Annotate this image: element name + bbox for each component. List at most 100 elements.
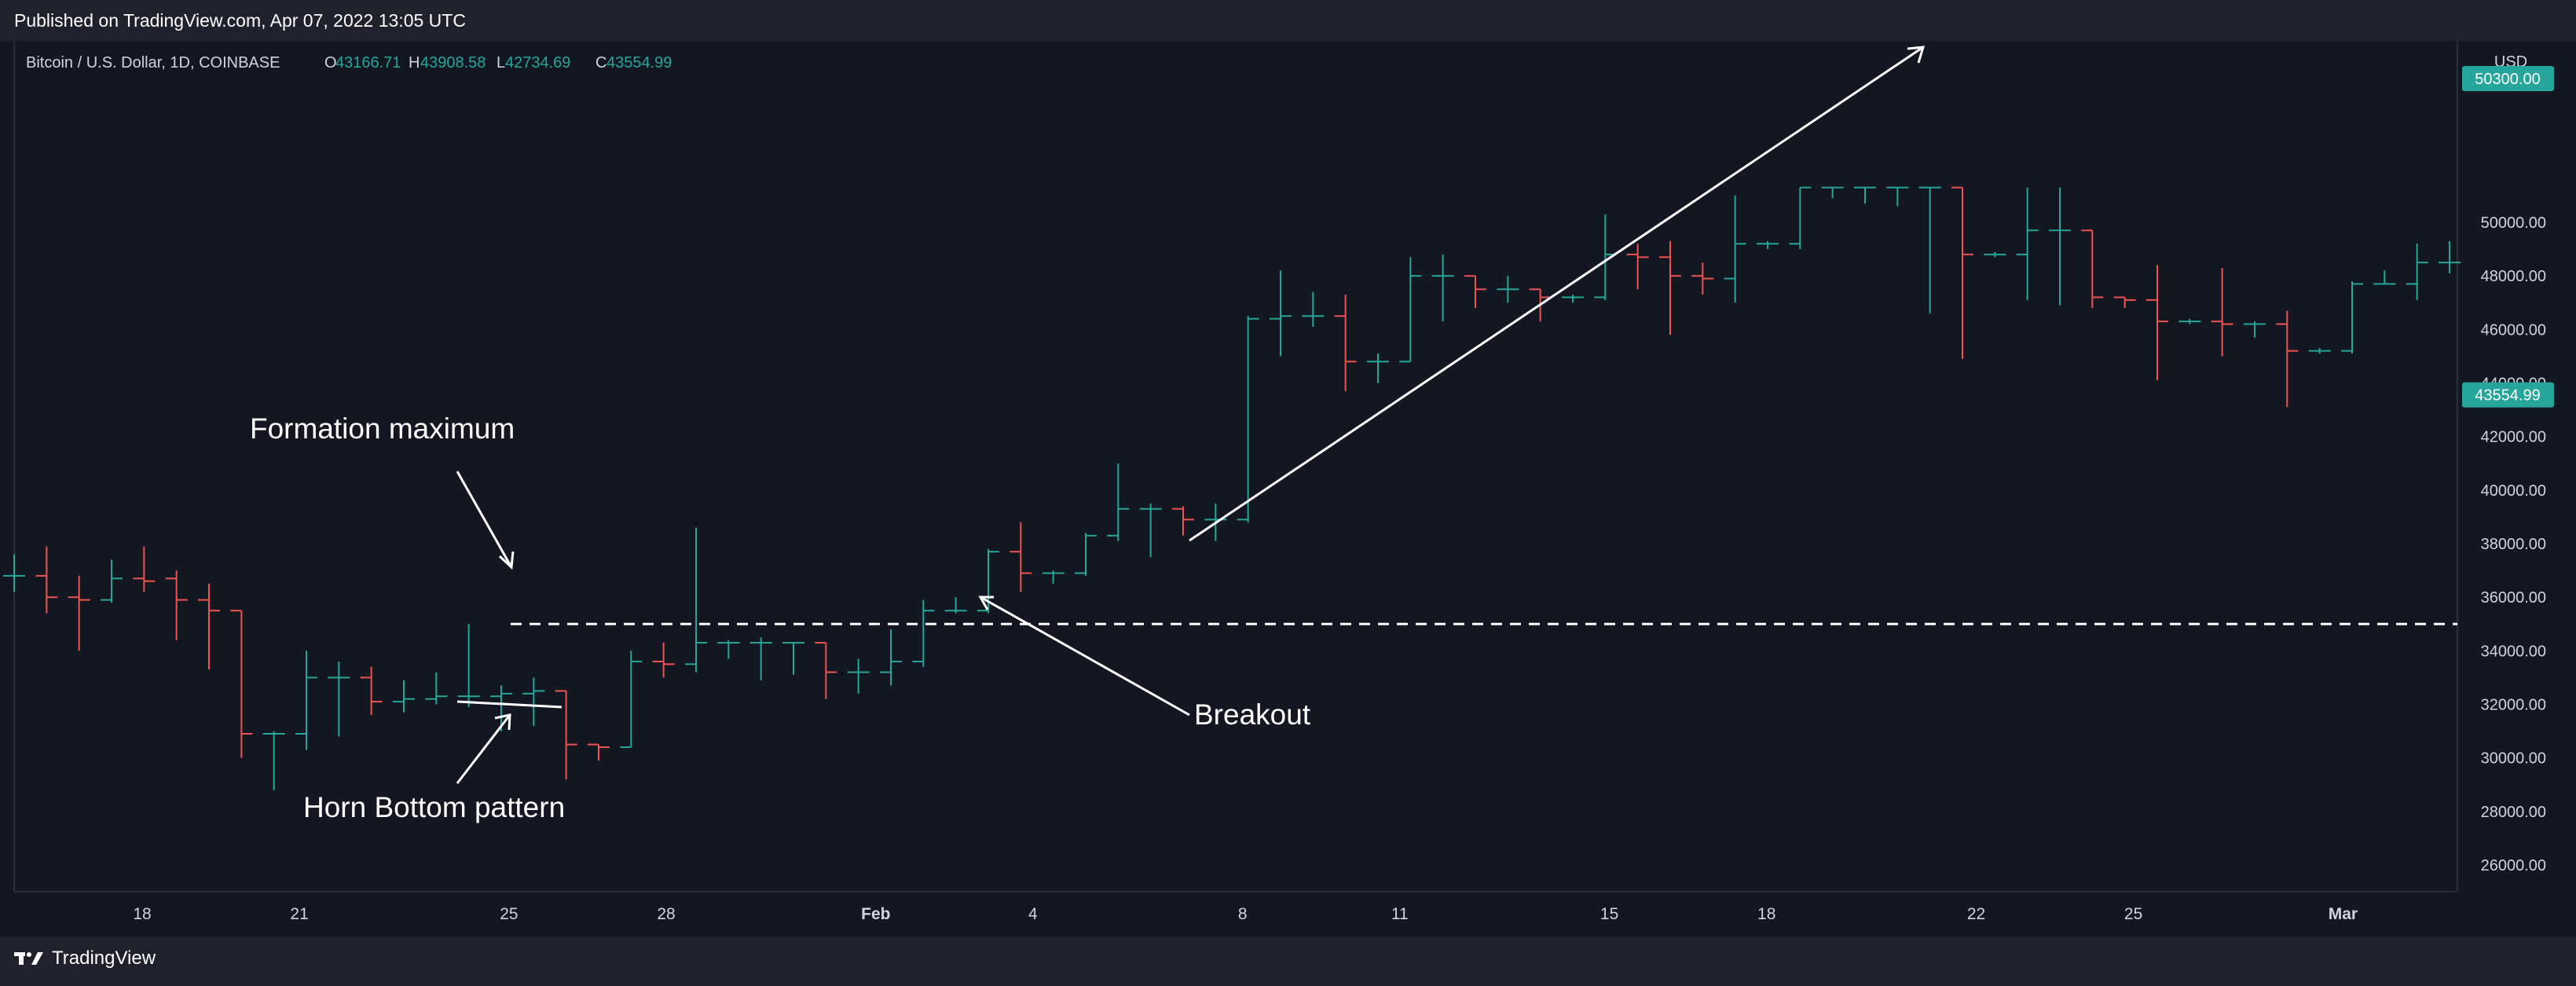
time-tick-label: 15: [1600, 905, 1618, 923]
time-tick-label: Feb: [861, 905, 890, 923]
ohlc-bar: [1139, 503, 1162, 558]
ohlc-bar: [2081, 229, 2104, 309]
formation-arrow: [456, 471, 515, 570]
ohlc-bar: [295, 651, 317, 750]
ohlc-bar: [2049, 187, 2071, 306]
scale-badge-value: 50300.00: [2475, 71, 2540, 88]
ohlc-bar: [1918, 186, 1941, 313]
ohlc-bar: [1691, 262, 1714, 295]
time-tick-label: 8: [1238, 905, 1248, 923]
time-axis[interactable]: 18 21 25 28 Feb 4 8 11 15 18 22 25 Mar: [13, 41, 2457, 923]
ohlc-bar: [1854, 186, 1876, 204]
price-tick-label: 28000.00: [2481, 804, 2546, 821]
ohlc-bar: [555, 690, 577, 779]
price-tick-label: 34000.00: [2481, 643, 2546, 660]
price-tick-label: 32000.00: [2481, 697, 2546, 714]
ohlc-bar: [782, 642, 804, 676]
ohlc-bar: [1951, 186, 1973, 359]
ohlc-bar: [1075, 533, 1097, 576]
ohlc-bar: [880, 629, 902, 686]
ohlc-bar: [2373, 270, 2396, 285]
ohlc-bar: [1626, 244, 1649, 290]
ohlc-bar: [685, 527, 707, 673]
ohlc-bar: [2308, 348, 2331, 354]
ohlc-bar: [2016, 187, 2039, 300]
ohlc-bar: [1334, 295, 1357, 391]
price-tick-label: 36000.00: [2481, 589, 2546, 607]
ohlc-bar: [198, 584, 220, 670]
ohlc-bars: [3, 186, 2461, 790]
time-tick-label: 21: [290, 905, 308, 923]
legend-ohlc: Bitcoin / U.S. Dollar, 1D, COINBASE O 43…: [26, 54, 672, 71]
ohlc-bar: [1172, 506, 1194, 536]
ohlc-open-label: O: [324, 54, 337, 71]
ohlc-bar: [1984, 251, 2006, 258]
ohlc-bar: [1789, 186, 1812, 250]
ohlc-bar: [749, 637, 772, 680]
ohlc-bar: [2244, 321, 2266, 338]
brand-name: TradingView: [52, 948, 156, 969]
ohlc-bar: [1270, 270, 1292, 357]
price-tick-label: 46000.00: [2481, 321, 2546, 339]
price-tick-label: 30000.00: [2481, 750, 2546, 768]
ohlc-bar: [1107, 463, 1130, 541]
ohlc-bar: [262, 731, 285, 790]
ohlc-bar: [3, 554, 25, 592]
ohlc-close: 43554.99: [606, 54, 672, 71]
bottom-bar: [0, 937, 2576, 986]
ohlc-open: 43166.71: [335, 54, 401, 71]
ohlc-bar: [1724, 195, 1746, 303]
ohlc-bar: [1464, 275, 1486, 309]
ohlc-bar: [620, 651, 643, 749]
ohlc-bar: [652, 643, 675, 678]
time-tick-label: 11: [1391, 905, 1409, 923]
ohlc-bar: [1431, 254, 1454, 322]
ohlc-bar: [457, 624, 480, 707]
formation-maximum-label: Formation maximum: [250, 412, 515, 445]
ohlc-low: 42734.69: [505, 54, 570, 71]
ohlc-bar: [2211, 267, 2233, 357]
time-tick-label: Mar: [2329, 905, 2358, 923]
ohlc-low-label: L: [497, 54, 505, 71]
ohlc-bar: [2276, 310, 2299, 408]
price-tick-label: 48000.00: [2481, 268, 2546, 285]
ohlc-bar: [1042, 570, 1064, 585]
price-tick-label: 38000.00: [2481, 536, 2546, 553]
ohlc-close-label: C: [595, 54, 606, 71]
ohlc-bar: [1562, 295, 1584, 303]
top-bar: Published on TradingView.com, Apr 07, 20…: [0, 0, 2576, 41]
time-tick-label: 18: [133, 905, 151, 923]
ohlc-bar: [717, 640, 740, 659]
ohlc-bar: [1302, 291, 1325, 327]
ohlc-bar: [912, 599, 935, 667]
ohlc-bar: [2406, 244, 2428, 300]
ohlc-bar: [101, 559, 123, 603]
ohlc-bar: [1886, 186, 1909, 207]
ohlc-bar: [1237, 316, 1259, 522]
breakout-arrow: [978, 596, 1190, 717]
ohlc-bar: [1367, 354, 1389, 383]
ohlc-bar: [35, 546, 58, 614]
scale-badge: 50300.00: [2462, 66, 2554, 91]
price-tick-label: 42000.00: [2481, 429, 2546, 446]
ohlc-bar: [944, 597, 967, 614]
tradingview-logo-icon: [14, 952, 43, 965]
price-tick-label: 50000.00: [2481, 214, 2546, 232]
ohlc-bar: [328, 661, 350, 737]
ohlc-bar: [165, 570, 188, 640]
ohlc-bar: [1659, 240, 1681, 335]
price-tick-label: 40000.00: [2481, 482, 2546, 500]
ohlc-bar: [1821, 186, 1844, 199]
ohlc-bar: [230, 610, 253, 758]
chart-title: Bitcoin / U.S. Dollar, 1D, COINBASE: [26, 54, 280, 71]
time-tick-label: 18: [1757, 905, 1775, 923]
time-tick-label: 25: [500, 905, 518, 923]
tradingview-brand[interactable]: TradingView: [14, 948, 156, 970]
ohlc-bar: [68, 575, 90, 651]
ohlc-bar: [133, 546, 156, 592]
time-tick-label: 28: [657, 905, 675, 923]
ohlc-bar: [425, 672, 448, 705]
